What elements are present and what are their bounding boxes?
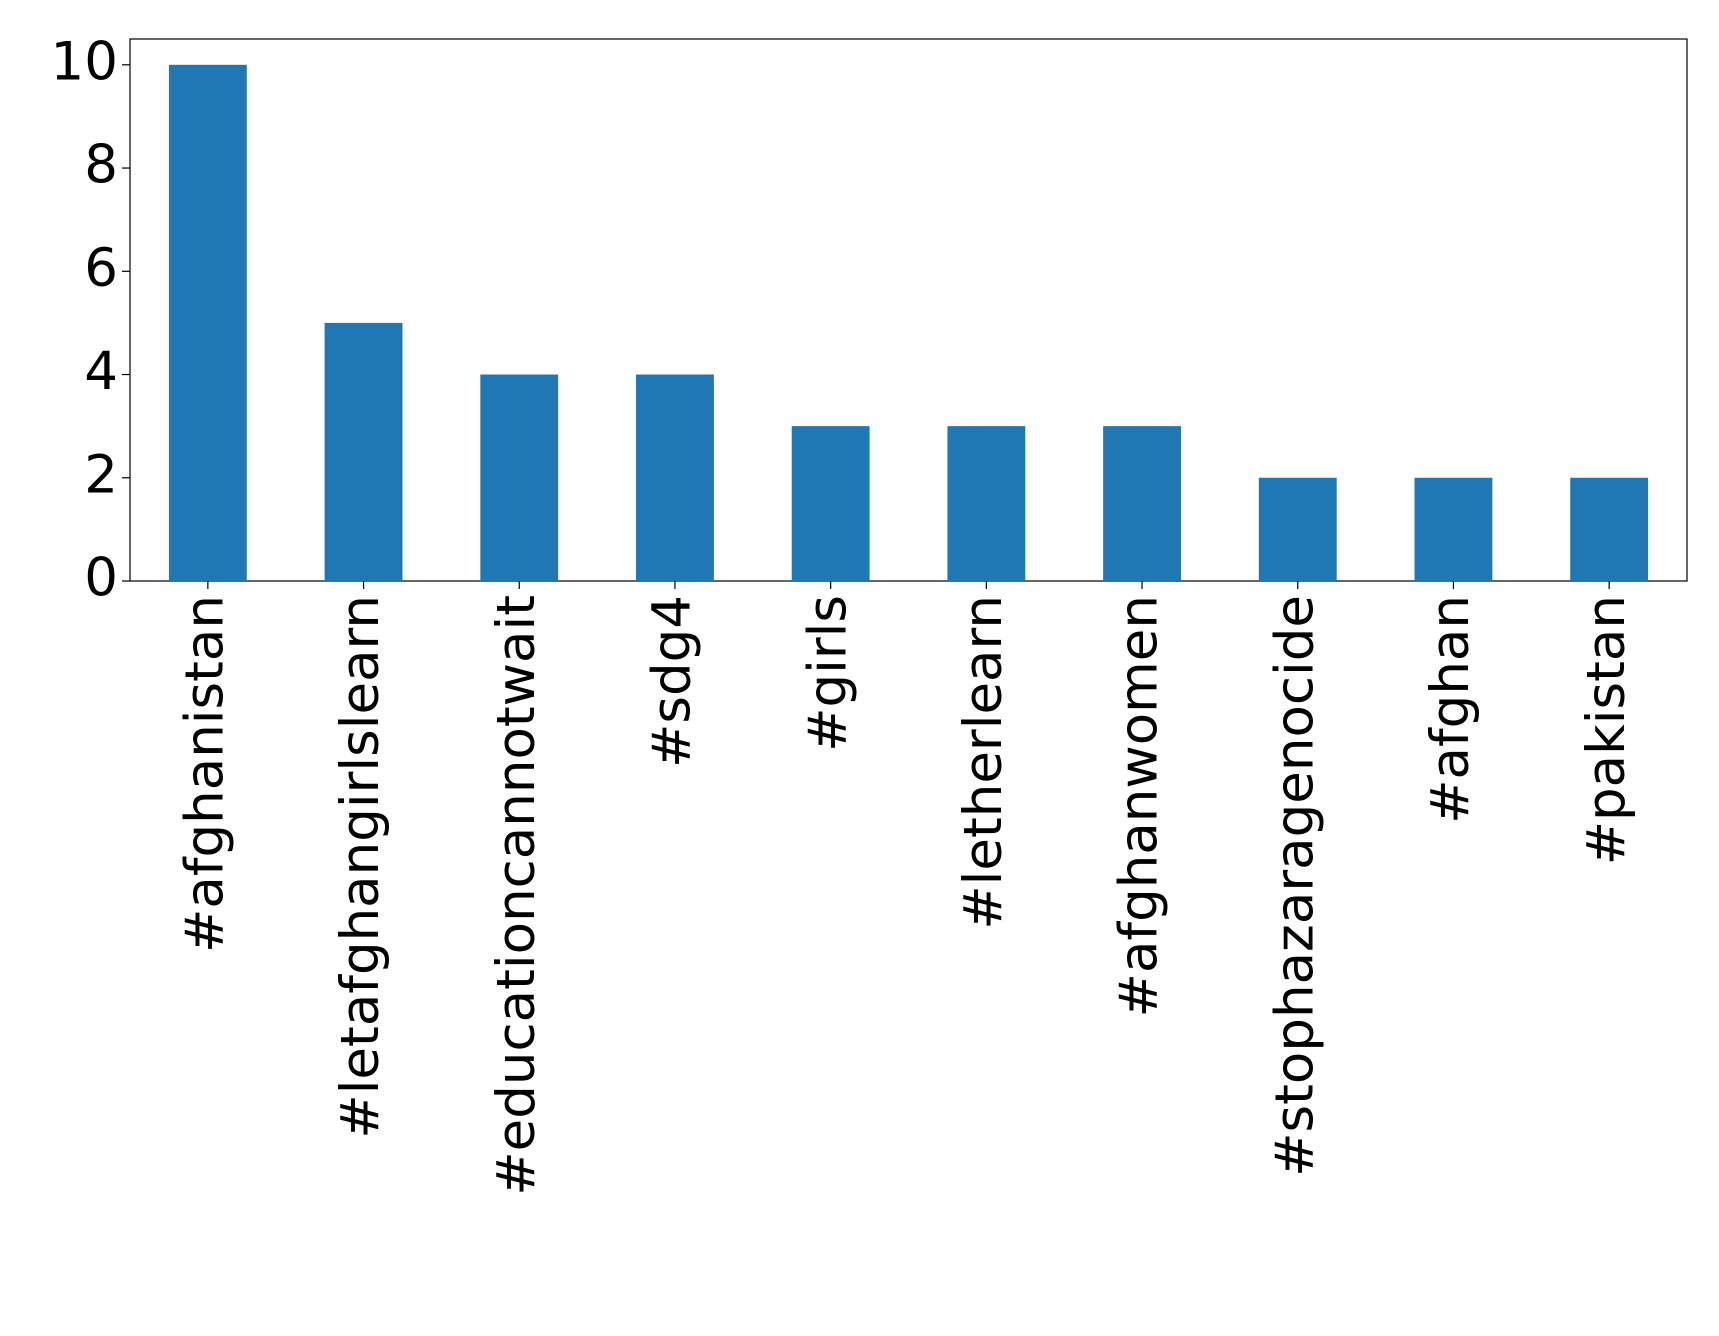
x-tick-label: #girls: [797, 595, 858, 752]
y-tick-label: 0: [84, 548, 118, 609]
x-tick-label: #stophazaragenocide: [1264, 595, 1325, 1177]
plot-frame: [129, 38, 1688, 582]
y-tick-label: 10: [51, 31, 118, 92]
bar: [947, 426, 1026, 581]
x-tick-label: #educationcannotwait: [486, 595, 547, 1196]
bar: [791, 426, 870, 581]
bar: [1414, 477, 1493, 581]
y-tick-label: 6: [84, 238, 118, 299]
y-tick-label: 2: [84, 444, 118, 505]
bar: [324, 322, 403, 581]
y-tick-label: 4: [84, 341, 118, 402]
bar: [1258, 477, 1337, 581]
x-tick-label: #afghanistan: [174, 595, 235, 953]
x-tick-label: #letafghangirlslearn: [330, 595, 391, 1139]
x-tick-label: #sdg4: [642, 595, 703, 768]
bar: [1103, 426, 1181, 581]
bar: [168, 64, 247, 582]
bar: [480, 374, 559, 581]
bar: [1570, 477, 1649, 581]
bar: [636, 374, 714, 581]
x-tick-label: #afghanwomen: [1109, 595, 1170, 1017]
y-tick-label: 8: [84, 135, 118, 196]
x-tick-label: #pakistan: [1576, 595, 1637, 865]
x-tick-label: #letherlearn: [953, 595, 1014, 930]
x-tick-label: #afghan: [1420, 595, 1481, 824]
